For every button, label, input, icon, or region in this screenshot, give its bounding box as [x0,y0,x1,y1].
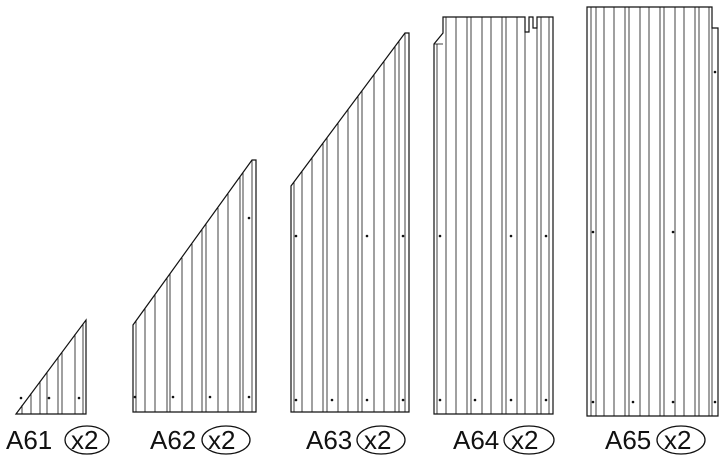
qty-oval [503,425,555,455]
label-a62-group: A62 x2 [150,425,251,455]
panel-label-a61: A61 [6,425,52,455]
panel-label-a62: A62 [150,425,196,455]
panel-a62 [132,159,257,413]
panel-qty-a61: x2 [71,425,98,455]
qty-oval [64,425,110,455]
panel-a64 [433,16,554,415]
label-a65-group: A65 x2 [605,425,706,455]
qty-oval [201,425,251,455]
panel-a65 [586,6,719,417]
qty-oval [656,425,706,455]
label-a63-group: A63 x2 [306,425,406,455]
qty-oval [356,425,406,455]
label-a64-group: A64 x2 [453,425,555,455]
panel-label-a63: A63 [306,425,352,455]
panel-qty-a63: x2 [364,425,391,455]
panel-a63 [290,32,410,413]
panel-qty-a65: x2 [664,425,691,455]
panel-a61 [14,318,87,415]
panel-qty-a64: x2 [511,425,538,455]
panel-label-a65: A65 [605,425,651,455]
label-a61-group: A61 x2 [6,425,110,455]
panel-label-a64: A64 [453,425,499,455]
panel-qty-a62: x2 [208,425,235,455]
